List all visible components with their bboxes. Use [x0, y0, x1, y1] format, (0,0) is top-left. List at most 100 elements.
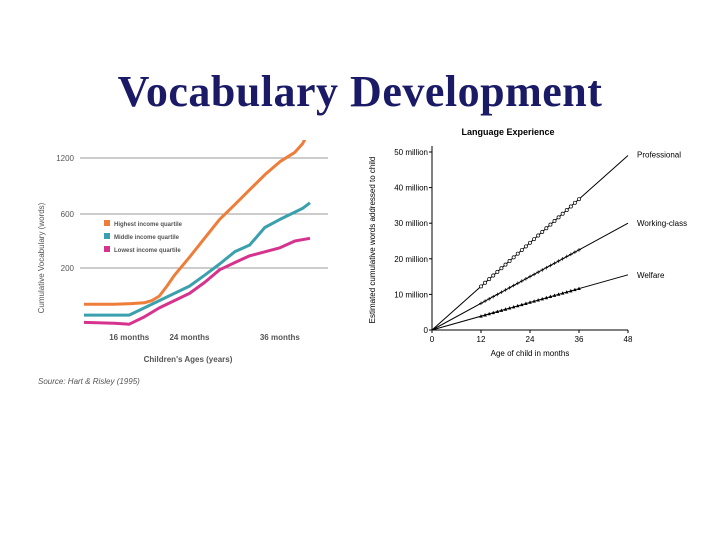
data-point [479, 314, 483, 318]
series-line-2 [84, 201, 311, 317]
data-point [503, 262, 508, 267]
data-point [479, 301, 483, 306]
series-label: Working-class [637, 219, 687, 228]
legend-swatch [104, 233, 110, 239]
legend-label: Highest income quartile [114, 222, 183, 228]
y-axis-label: Cumulative Vocabulary (words) [37, 202, 46, 313]
legend-label: Middle income quartile [114, 235, 180, 241]
data-point [515, 303, 520, 308]
data-point [483, 280, 488, 285]
y-tick-label: 0 [424, 326, 429, 335]
data-point [528, 274, 532, 279]
series-label: Welfare [637, 271, 665, 280]
data-point [532, 237, 537, 242]
data-point [536, 233, 541, 238]
data-point [483, 299, 487, 303]
source-note: Source: Hart & Risley (1995) [38, 377, 140, 386]
data-point [577, 248, 581, 252]
data-point [540, 296, 545, 301]
data-point [479, 284, 483, 289]
y-tick-label: 50 million [394, 148, 428, 157]
data-point [503, 288, 508, 292]
x-tick-label: 36 [575, 335, 584, 344]
data-point [499, 290, 504, 294]
data-point [487, 277, 492, 282]
y-tick-label: 200 [61, 264, 75, 273]
data-point [569, 288, 573, 293]
series-line-1 [84, 140, 307, 306]
data-point [523, 244, 528, 249]
data-point [495, 269, 500, 274]
data-point [515, 251, 520, 256]
data-point [564, 208, 569, 213]
legend-label: Lowest income quartile [114, 248, 181, 254]
x-tick-label: 24 [526, 335, 535, 344]
data-point [524, 277, 528, 281]
data-point [560, 291, 565, 295]
y-tick-label: 30 million [394, 219, 428, 228]
x-tick-label: 16 months [109, 333, 150, 342]
data-point [540, 268, 545, 272]
data-point [552, 219, 557, 223]
y-tick-label: 20 million [394, 255, 428, 264]
data-point [515, 281, 520, 286]
data-point [560, 211, 565, 216]
data-point [552, 261, 557, 266]
data-point [552, 293, 557, 297]
legend-swatch [104, 220, 110, 226]
y-tick-label: 10 million [394, 290, 428, 299]
data-point [544, 295, 549, 300]
data-point [495, 309, 500, 314]
data-point [556, 292, 561, 296]
data-point [491, 273, 496, 278]
data-point [564, 254, 569, 259]
data-point [577, 197, 581, 202]
legend-swatch [104, 246, 110, 252]
data-point [483, 313, 487, 317]
data-point [532, 299, 536, 303]
data-point [511, 255, 516, 260]
data-point [487, 311, 491, 316]
y-tick-label: 1200 [56, 154, 74, 163]
data-point [568, 204, 573, 209]
data-point [544, 226, 549, 231]
x-tick-label: 48 [624, 335, 633, 344]
data-point [528, 240, 532, 245]
data-point [499, 308, 504, 312]
data-point [491, 310, 496, 315]
data-point [528, 300, 532, 304]
data-point [564, 290, 569, 294]
data-point [507, 259, 512, 263]
data-point [536, 298, 540, 302]
data-point [544, 265, 549, 270]
data-point [556, 215, 561, 220]
data-point [507, 285, 512, 290]
data-point [548, 294, 553, 299]
y-axis-label: Estimated cumulative words addressed to … [368, 157, 377, 324]
data-point [573, 250, 577, 254]
data-point [569, 252, 573, 257]
data-point [577, 286, 581, 291]
data-point [536, 270, 540, 274]
language-experience-chart: Language Experience 0 10 million 20 million… [368, 127, 687, 358]
x-tick-label: 0 [430, 335, 435, 344]
data-point [511, 305, 516, 309]
y-tick-label: 600 [61, 210, 75, 219]
data-point [548, 222, 553, 227]
data-point [499, 266, 504, 271]
data-point [507, 306, 512, 310]
data-point [487, 297, 491, 301]
data-point [532, 272, 536, 277]
x-axis-label: Age of child in months [491, 349, 570, 358]
x-tick-label: 36 months [260, 333, 301, 342]
data-point [520, 302, 524, 307]
data-point [540, 229, 545, 234]
series-label: Professional [637, 151, 681, 160]
data-point [560, 257, 565, 261]
data-point [572, 200, 577, 205]
chart-title: Language Experience [461, 127, 554, 137]
data-point [491, 294, 496, 299]
slide-title: Vocabulary Development [117, 67, 603, 116]
x-tick-label: 12 [477, 335, 486, 344]
data-point [556, 259, 561, 263]
